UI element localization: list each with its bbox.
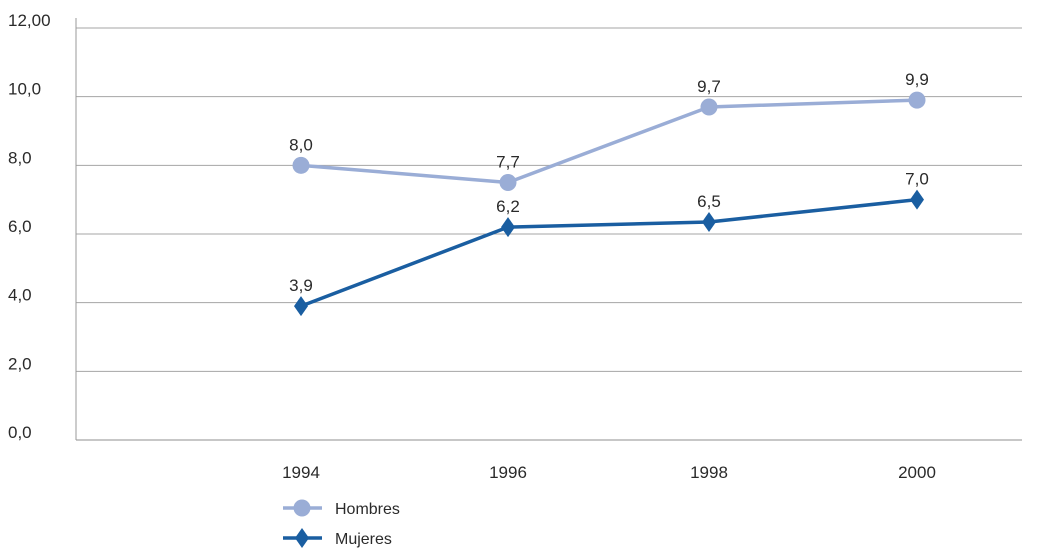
data-label: 8,0 [289,135,313,154]
data-label: 6,2 [496,197,520,216]
data-point [702,211,716,232]
x-axis: 1994 1996 1998 2000 [282,463,936,482]
series-hombres: 8,0 7,7 9,7 9,9 [289,70,929,191]
legend-marker [293,499,311,517]
data-label: 9,9 [905,70,929,89]
grid-lines [76,27,1022,441]
x-tick-label: 1994 [282,463,320,482]
series-layer: 8,0 7,7 9,7 9,9 3,9 6,2 6,5 7,0 [289,70,929,317]
legend-marker [295,528,309,548]
data-label: 3,9 [289,276,313,295]
data-point [910,189,924,210]
series-mujeres: 3,9 6,2 6,5 7,0 [289,170,929,317]
y-tick-label: 8,0 [8,148,32,167]
data-point [908,91,926,109]
data-point [292,156,310,174]
y-tick-label: 0,0 [8,423,32,442]
data-label: 6,5 [697,192,721,211]
y-tick-label: 6,0 [8,217,32,236]
y-axis: 0,0 2,0 4,0 6,0 8,0 10,0 12,00 [8,11,77,442]
data-label: 7,7 [496,153,520,172]
x-tick-label: 1998 [690,463,728,482]
legend-label: Hombres [335,501,400,518]
data-label: 7,0 [905,170,929,189]
legend-item-mujeres: Mujeres [283,528,392,548]
y-tick-label: 2,0 [8,354,32,373]
data-point [501,217,515,238]
y-tick-label: 4,0 [8,286,32,305]
y-tick-label: 10,0 [8,80,41,99]
x-tick-label: 1996 [489,463,527,482]
legend: Hombres Mujeres [283,499,400,548]
legend-label: Mujeres [335,531,392,548]
data-point [294,296,308,317]
series-line [300,98,918,185]
y-tick-label: 12,00 [8,11,51,30]
legend-item-hombres: Hombres [283,499,400,518]
x-tick-label: 2000 [898,463,936,482]
data-point [700,98,718,116]
data-point [499,174,517,191]
data-label: 9,7 [697,77,721,96]
series-line [300,197,918,308]
